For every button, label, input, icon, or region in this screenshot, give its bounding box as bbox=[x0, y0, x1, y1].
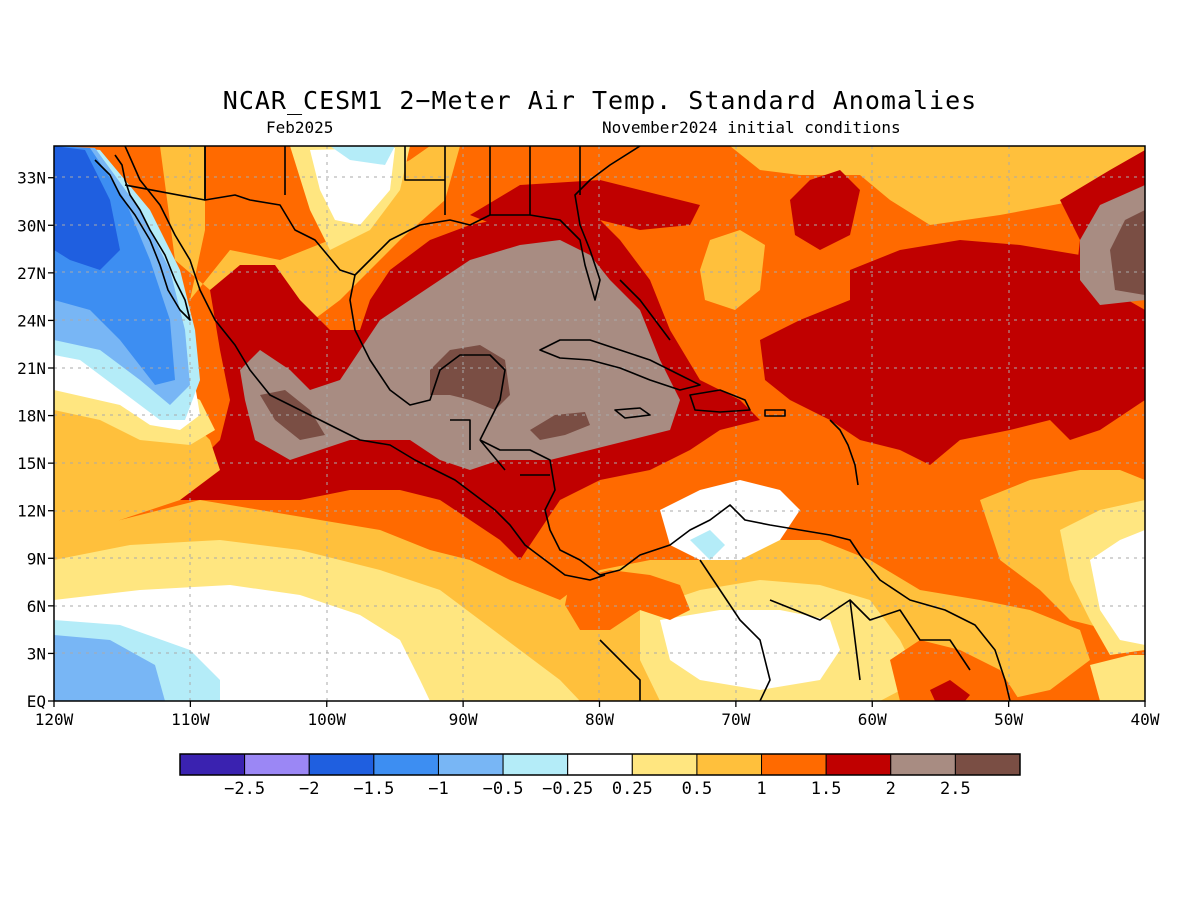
legend-label: 1.5 bbox=[811, 779, 842, 799]
coastline-puerto-rico bbox=[764, 409, 786, 417]
legend-swatch bbox=[696, 753, 763, 776]
coastline-jamaica bbox=[614, 407, 651, 419]
anomaly-region-red-guiana bbox=[930, 680, 970, 701]
x-tick-label: 110W bbox=[171, 710, 210, 729]
border-us-mexico bbox=[124, 146, 206, 201]
y-tick-label: 30N bbox=[17, 216, 46, 235]
border-central-america bbox=[450, 419, 550, 476]
legend-swatch bbox=[761, 753, 827, 776]
coastline-central-america bbox=[479, 439, 621, 576]
anomaly-region-dark-brown-east bbox=[1110, 210, 1145, 295]
coastline-mexico-pacific bbox=[124, 146, 606, 581]
x-tick-label: 100W bbox=[307, 710, 346, 729]
anomaly-region-white-atlantic-south bbox=[1090, 530, 1145, 645]
anomaly-region-white-sa bbox=[660, 610, 840, 690]
map-title: NCAR_CESM1 2−Meter Air Temp. Standard An… bbox=[222, 86, 978, 115]
anomaly-region-dark-brown-caribbean bbox=[530, 412, 590, 440]
y-tick-label: 15N bbox=[17, 454, 46, 473]
x-tick-label: 80W bbox=[585, 710, 614, 729]
grid-lines bbox=[54, 146, 1145, 701]
anomaly-region-cyan-north bbox=[330, 146, 395, 165]
legend-swatch bbox=[437, 753, 504, 776]
anomaly-region-light-blue-south bbox=[54, 635, 165, 701]
anomaly-region-light-orange-atlantic bbox=[700, 230, 765, 310]
initial-conditions: November2024 initial conditions bbox=[602, 118, 901, 137]
legend-label: 2.5 bbox=[940, 779, 971, 799]
legend-label: 1 bbox=[756, 779, 766, 799]
legend-label: 0.25 bbox=[612, 779, 653, 799]
anomaly-region-white-north bbox=[310, 148, 395, 225]
x-axis: 120W 110W 100W 90W 80W 70W 60W 50W 40W bbox=[35, 701, 1160, 729]
x-tick-label: 60W bbox=[858, 710, 887, 729]
y-tick-label: 3N bbox=[27, 644, 46, 663]
legend-swatch bbox=[631, 753, 698, 776]
legend-swatch bbox=[179, 753, 246, 776]
coastlines bbox=[94, 146, 1011, 701]
border-us-states bbox=[284, 146, 581, 215]
legend-label: 0.5 bbox=[682, 779, 713, 799]
y-axis: EQ 3N 6N 9N 12N 15N 18N 21N 24N 27N 30N 33N bbox=[17, 169, 54, 711]
x-tick-label: 70W bbox=[721, 710, 750, 729]
legend-swatch bbox=[244, 753, 310, 776]
color-legend: −2.5 −2 −1.5 −1 −0.5 −0.25 0.25 0.5 1 1.5 2 2.5 bbox=[179, 753, 1021, 799]
legend-swatch bbox=[373, 753, 439, 776]
legend-label: −1 bbox=[428, 779, 448, 799]
y-tick-label: 24N bbox=[17, 311, 46, 330]
coastline-bahamas bbox=[619, 279, 671, 341]
y-tick-label: 27N bbox=[17, 264, 46, 283]
anomaly-region-red-atlantic-north bbox=[790, 170, 860, 250]
y-tick-label: EQ bbox=[27, 692, 46, 711]
coastline-baja bbox=[94, 154, 191, 321]
x-tick-label: 50W bbox=[994, 710, 1023, 729]
forecast-month: Feb2025 bbox=[266, 118, 334, 137]
anomaly-region-dark-brown-mexico bbox=[260, 390, 325, 440]
legend-label: −2.5 bbox=[224, 779, 265, 799]
anomaly-region-dark-brown-yucatan bbox=[430, 345, 510, 410]
y-tick-label: 6N bbox=[27, 597, 46, 616]
legend-frame bbox=[179, 753, 1021, 776]
anomaly-region-orange-guiana bbox=[890, 640, 1020, 701]
legend-label: −0.25 bbox=[542, 779, 593, 799]
anomaly-region-red-gulf-north bbox=[470, 180, 700, 235]
legend-label: −2 bbox=[299, 779, 319, 799]
border-south-america bbox=[599, 559, 971, 701]
legend-swatch bbox=[890, 753, 956, 776]
x-tick-label: 40W bbox=[1131, 710, 1160, 729]
coastline-cuba bbox=[539, 339, 701, 391]
coastline-south-america bbox=[619, 504, 1011, 701]
anomaly-region-cyan-venezuela bbox=[690, 530, 725, 560]
coastline-hispaniola bbox=[689, 389, 751, 413]
y-tick-label: 12N bbox=[17, 502, 46, 521]
x-tick-label: 120W bbox=[35, 710, 74, 729]
legend-swatch bbox=[825, 753, 892, 776]
y-tick-label: 9N bbox=[27, 549, 46, 568]
anomaly-field bbox=[54, 146, 1145, 701]
legend-swatch bbox=[502, 753, 569, 776]
anomaly-region-yellow-brazil-east bbox=[1090, 655, 1145, 701]
legend-swatch bbox=[567, 753, 633, 776]
anomaly-region-light-orange-ne bbox=[730, 146, 1145, 225]
y-tick-label: 18N bbox=[17, 407, 46, 426]
coastline-gulf-us bbox=[204, 146, 641, 301]
coastline-gulf-mexico bbox=[349, 274, 506, 441]
legend-swatch bbox=[308, 753, 375, 776]
y-tick-label: 21N bbox=[17, 359, 46, 378]
legend-swatch bbox=[954, 753, 1021, 776]
coastline-lesser-antilles bbox=[829, 419, 859, 486]
legend-label: 2 bbox=[886, 779, 896, 799]
legend-label: −0.5 bbox=[483, 779, 524, 799]
anomaly-region-red-atlantic-east bbox=[760, 240, 1145, 465]
legend-label: −1.5 bbox=[353, 779, 394, 799]
x-tick-label: 90W bbox=[449, 710, 478, 729]
anomaly-region-orange-colombia bbox=[565, 570, 690, 630]
y-tick-label: 33N bbox=[17, 169, 46, 188]
